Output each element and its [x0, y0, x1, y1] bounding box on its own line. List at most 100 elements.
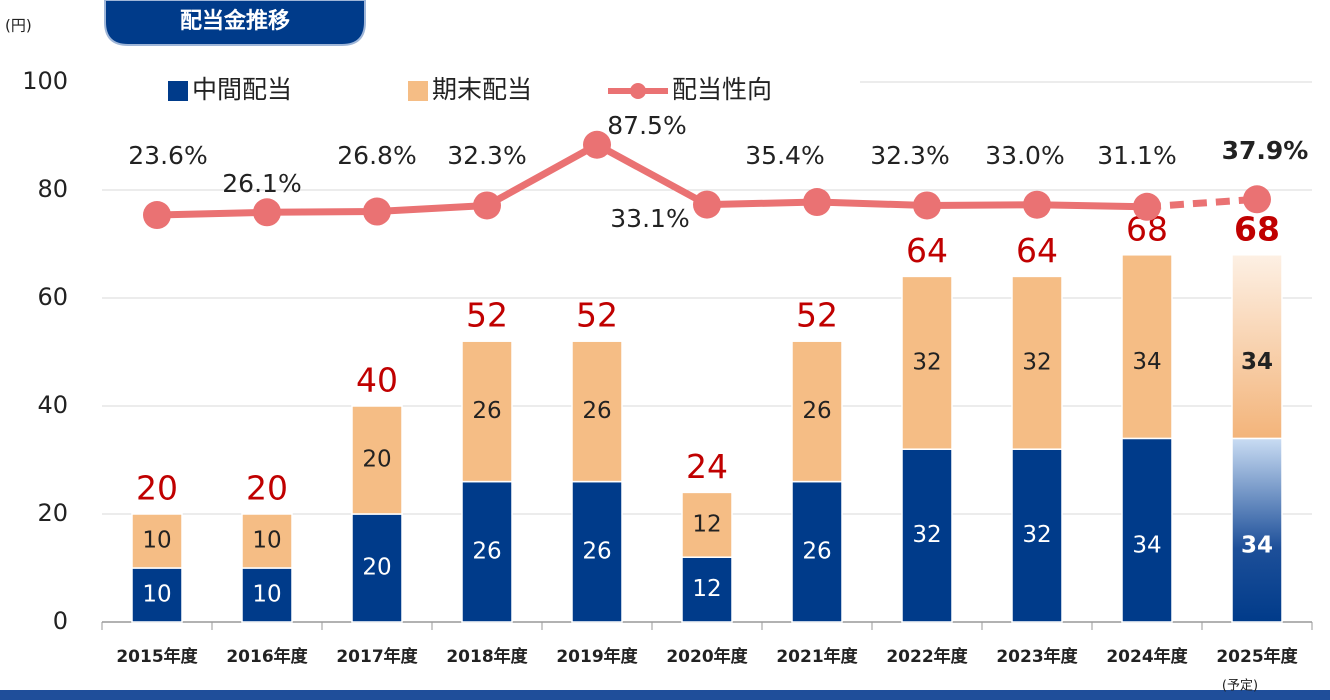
total-label: 68 — [1234, 209, 1280, 248]
total-label: 52 — [796, 296, 838, 335]
bar-label: 10 — [252, 582, 281, 608]
bar-label: 34 — [1241, 349, 1273, 375]
bar-label: 26 — [802, 398, 831, 424]
bar-year-end — [901, 275, 953, 450]
chart-title: 配当金推移 — [180, 8, 290, 34]
legend-label: 期末配当 — [432, 75, 532, 104]
payout-label: 32.3% — [447, 141, 526, 170]
legend-label: 配当性向 — [672, 75, 772, 104]
y-tick-label: 40 — [37, 391, 68, 419]
payout-label: 33.1% — [610, 204, 689, 233]
x-tick-label: 2016年度 — [226, 646, 308, 667]
payout-marker — [143, 201, 171, 230]
bar-label: 32 — [912, 522, 941, 548]
bar-label: 10 — [252, 528, 281, 554]
bar-label: 26 — [802, 538, 831, 564]
bar-label: 32 — [1022, 522, 1051, 548]
bar-label: 10 — [142, 582, 171, 608]
bar-label: 32 — [1022, 349, 1051, 375]
total-label: 64 — [1016, 231, 1058, 270]
payout-label: 33.0% — [985, 141, 1064, 170]
payout-label: 87.5% — [607, 111, 686, 140]
title-tab — [104, 0, 366, 46]
bar-interim — [1231, 437, 1283, 623]
payout-marker — [1133, 192, 1161, 221]
total-label: 52 — [576, 296, 618, 335]
y-tick-label: 20 — [37, 499, 68, 527]
payout-marker — [1023, 190, 1051, 219]
x-tick-label: 2015年度 — [116, 646, 198, 667]
total-label: 64 — [906, 231, 948, 270]
x-tick-label: 2025年度 — [1216, 646, 1298, 667]
bar-interim — [791, 480, 843, 623]
payout-marker — [253, 198, 281, 227]
y-tick-label: 60 — [37, 283, 68, 311]
total-label: 20 — [246, 469, 288, 508]
payout-label: 26.8% — [337, 141, 416, 170]
x-tick-label: 2021年度 — [776, 646, 858, 667]
x-tick-label: 2017年度 — [336, 646, 418, 667]
total-label: 24 — [686, 447, 728, 486]
bar-interim — [571, 480, 623, 623]
bar-year-end — [791, 340, 843, 483]
bar-label: 34 — [1132, 349, 1161, 375]
bar-year-end — [461, 340, 513, 483]
bar-label: 26 — [582, 538, 611, 564]
forecast-note: (予定) — [1222, 679, 1258, 694]
payout-marker — [363, 197, 391, 226]
bar-year-end — [241, 513, 293, 569]
x-tick-label: 2023年度 — [996, 646, 1078, 667]
bar-label: 10 — [142, 528, 171, 554]
x-tick-label: 2018年度 — [446, 646, 528, 667]
footer-strip — [0, 690, 1330, 700]
bar-year-end — [681, 491, 733, 558]
bar-label: 12 — [692, 576, 721, 602]
payout-label: 23.6% — [128, 141, 207, 170]
legend-marker — [630, 83, 646, 99]
bar-year-end — [1231, 254, 1283, 440]
x-tick-label: 2022年度 — [886, 646, 968, 667]
payout-marker — [693, 190, 721, 219]
y-tick-label: 80 — [37, 175, 68, 203]
bar-year-end — [1121, 254, 1173, 440]
total-label: 20 — [136, 469, 178, 508]
payout-label: 31.1% — [1097, 141, 1176, 170]
payout-marker — [1243, 185, 1271, 214]
legend-swatch — [408, 81, 428, 101]
bar-label: 34 — [1132, 533, 1161, 559]
y-tick-label: 0 — [53, 607, 68, 635]
bar-interim — [901, 448, 953, 623]
bar-label: 26 — [582, 398, 611, 424]
bar-label: 20 — [362, 555, 391, 581]
bar-label: 26 — [472, 398, 501, 424]
x-tick-label: 2024年度 — [1106, 646, 1188, 667]
payout-line — [156, 141, 1148, 219]
total-label: 40 — [356, 361, 398, 400]
bar-label: 34 — [1241, 533, 1273, 559]
payout-label: 37.9% — [1222, 136, 1309, 165]
unit-label: (円) — [5, 17, 32, 35]
payout-marker — [803, 188, 831, 217]
bar-year-end — [131, 513, 183, 569]
payout-line-forecast — [1146, 195, 1258, 211]
bar-year-end — [1011, 275, 1063, 450]
bar-label: 12 — [692, 511, 721, 537]
payout-label: 26.1% — [222, 169, 301, 198]
x-tick-label: 2020年度 — [666, 646, 748, 667]
bar-label: 32 — [912, 349, 941, 375]
bar-interim — [351, 513, 403, 623]
payout-marker — [913, 191, 941, 220]
payout-label: 35.4% — [745, 141, 824, 170]
bar-interim — [1011, 448, 1063, 623]
bar-interim — [241, 567, 293, 623]
bar-year-end — [351, 405, 403, 515]
payout-marker — [583, 130, 611, 159]
legend-label: 中間配当 — [192, 75, 292, 104]
bar-label: 20 — [362, 447, 391, 473]
payout-marker — [473, 191, 501, 220]
legend-swatch — [168, 81, 188, 101]
payout-label: 32.3% — [870, 141, 949, 170]
bar-interim — [1121, 437, 1173, 623]
